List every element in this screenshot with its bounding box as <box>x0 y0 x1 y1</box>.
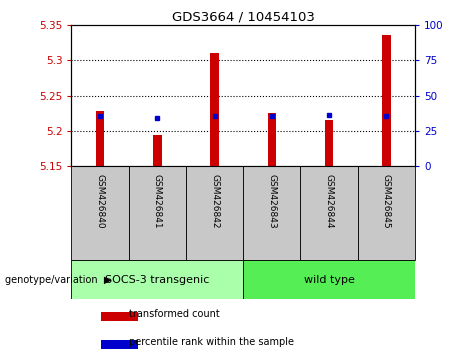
Text: GSM426840: GSM426840 <box>95 174 105 229</box>
Bar <box>382 35 390 166</box>
Bar <box>210 53 219 166</box>
FancyBboxPatch shape <box>301 166 358 260</box>
Text: GSM426841: GSM426841 <box>153 174 162 229</box>
Bar <box>96 111 104 166</box>
Bar <box>101 340 138 348</box>
Text: transformed count: transformed count <box>129 309 220 320</box>
Text: GSM426844: GSM426844 <box>325 174 334 228</box>
FancyBboxPatch shape <box>71 166 129 260</box>
Text: GSM426845: GSM426845 <box>382 174 391 229</box>
Text: percentile rank within the sample: percentile rank within the sample <box>129 337 294 347</box>
FancyBboxPatch shape <box>186 166 243 260</box>
Text: SOCS-3 transgenic: SOCS-3 transgenic <box>105 275 209 285</box>
Bar <box>325 120 333 166</box>
Text: GSM426842: GSM426842 <box>210 174 219 228</box>
Bar <box>267 113 276 166</box>
FancyBboxPatch shape <box>71 260 243 299</box>
FancyBboxPatch shape <box>243 260 415 299</box>
FancyBboxPatch shape <box>243 166 301 260</box>
Bar <box>101 312 138 321</box>
Text: genotype/variation  ▶: genotype/variation ▶ <box>5 275 111 285</box>
Title: GDS3664 / 10454103: GDS3664 / 10454103 <box>172 11 314 24</box>
Text: wild type: wild type <box>304 275 355 285</box>
Text: GSM426843: GSM426843 <box>267 174 276 229</box>
Bar <box>153 135 162 166</box>
FancyBboxPatch shape <box>358 166 415 260</box>
FancyBboxPatch shape <box>129 166 186 260</box>
